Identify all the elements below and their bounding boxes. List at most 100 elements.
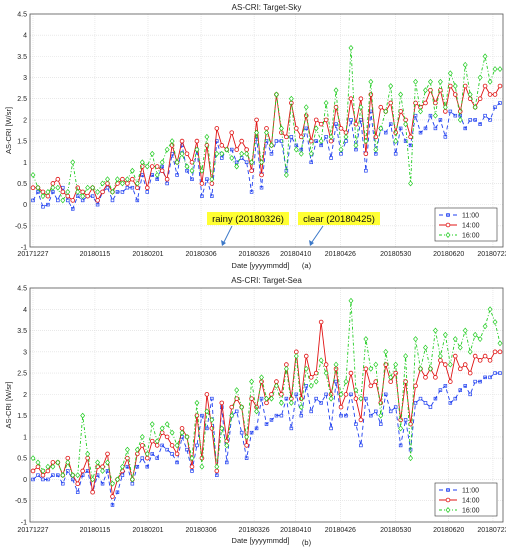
data-point <box>278 125 284 132</box>
data-point <box>273 91 279 98</box>
data-point <box>45 188 51 195</box>
data-point <box>374 409 378 414</box>
x-tick-label: 20180201 <box>132 527 163 534</box>
data-point <box>338 404 344 410</box>
data-point <box>249 430 254 435</box>
data-point <box>408 455 414 462</box>
data-point <box>105 459 110 466</box>
data-point <box>363 138 369 145</box>
x-tick-label: 20180530 <box>380 527 411 534</box>
data-point <box>45 463 51 470</box>
data-point <box>115 190 120 194</box>
y-tick-label: 4.5 <box>17 286 27 293</box>
data-point <box>90 194 95 198</box>
data-point <box>150 452 154 456</box>
data-point <box>363 151 369 157</box>
data-point <box>244 443 249 448</box>
data-point <box>403 418 408 422</box>
data-point <box>149 438 155 444</box>
x-tick-label: 20171227 <box>17 251 48 258</box>
legend: 11:00 14:00 16:00 <box>434 207 498 242</box>
y-tick-label: -0.5 <box>15 498 27 505</box>
data-point <box>249 396 254 401</box>
data-point <box>369 413 373 418</box>
data-point <box>95 188 101 195</box>
x-tick-label: 20180426 <box>325 527 356 534</box>
data-point <box>36 473 40 477</box>
data-point <box>46 477 50 482</box>
annotation-text: rainy (20180326) <box>212 214 284 225</box>
data-point <box>458 388 463 392</box>
data-point <box>264 129 269 136</box>
data-point <box>239 430 244 435</box>
data-point <box>90 489 95 495</box>
data-point <box>184 163 190 170</box>
data-point <box>428 405 433 409</box>
data-point <box>483 375 487 380</box>
data-point <box>348 297 354 304</box>
data-point <box>334 122 338 126</box>
data-point <box>323 370 329 377</box>
data-point <box>199 455 205 461</box>
data-point <box>433 396 438 401</box>
data-point <box>130 185 135 190</box>
data-point <box>219 400 225 406</box>
data-point <box>483 113 487 118</box>
data-point <box>477 336 483 343</box>
data-point <box>472 104 478 111</box>
data-point <box>323 362 329 367</box>
data-point <box>165 181 169 186</box>
legend-label: 14:00 <box>462 223 480 230</box>
data-point <box>284 134 289 140</box>
data-point <box>463 384 467 388</box>
data-point <box>139 433 145 440</box>
data-point <box>293 146 299 153</box>
data-point <box>174 451 180 457</box>
data-point <box>427 365 433 372</box>
data-point <box>259 159 264 166</box>
data-point <box>110 188 115 195</box>
data-point <box>124 176 130 183</box>
data-point <box>100 481 105 486</box>
data-point <box>353 396 359 401</box>
data-point <box>145 464 150 469</box>
data-point <box>95 459 101 466</box>
panel-label: (b) <box>302 538 312 547</box>
data-point <box>468 392 472 397</box>
data-point <box>472 353 478 359</box>
data-point <box>254 129 260 136</box>
data-point <box>120 190 125 194</box>
x-tick-label: 20180306 <box>185 251 216 258</box>
data-point <box>423 87 428 94</box>
y-tick-label: -1 <box>21 520 27 527</box>
data-point <box>259 374 264 381</box>
data-point <box>378 104 384 110</box>
data-point <box>110 503 115 507</box>
data-point <box>50 463 56 470</box>
data-point <box>70 207 75 211</box>
data-point <box>100 180 106 187</box>
data-point <box>443 135 448 139</box>
data-point <box>125 185 130 190</box>
y-tick-label: 2 <box>23 117 27 124</box>
data-point <box>318 357 324 364</box>
data-point <box>492 349 498 355</box>
data-point <box>65 188 71 195</box>
data-point <box>452 336 458 343</box>
data-point <box>338 126 344 131</box>
data-point <box>477 358 483 363</box>
data-point <box>155 456 159 460</box>
x-tick-label: 20180326 <box>239 251 270 258</box>
data-point <box>154 438 160 445</box>
data-point <box>488 375 492 380</box>
annotation-text: clear (20180425) <box>303 214 375 225</box>
data-point <box>200 194 204 198</box>
data-point <box>393 370 398 376</box>
data-point <box>487 92 493 97</box>
data-point <box>398 417 403 423</box>
plot-frame <box>29 287 504 523</box>
y-tick-label: 1.5 <box>17 139 27 146</box>
data-point <box>498 101 502 105</box>
y-tick-label: 3.5 <box>17 54 27 61</box>
